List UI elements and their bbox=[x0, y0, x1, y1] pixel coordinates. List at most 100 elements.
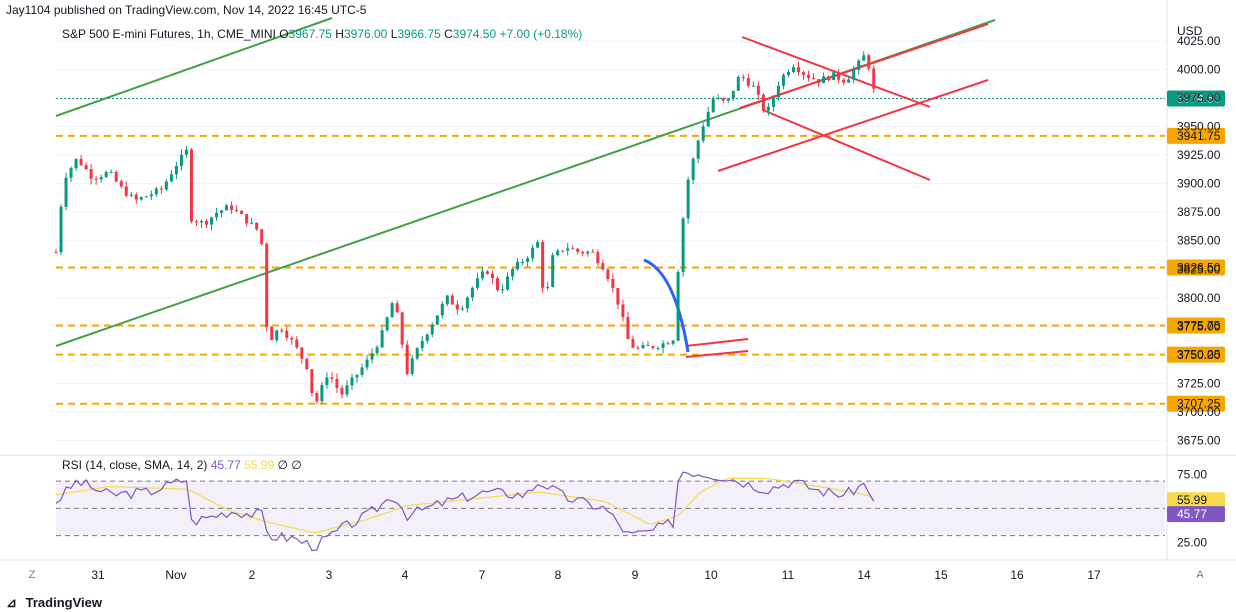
candle-body bbox=[455, 304, 459, 310]
candle-body bbox=[285, 330, 289, 338]
time-tick-label: 2 bbox=[249, 568, 256, 582]
level-label: 3826.50 bbox=[1177, 261, 1221, 275]
price-tick-label: 4025.00 bbox=[1177, 34, 1221, 48]
candle-body bbox=[716, 98, 720, 100]
candle-body bbox=[54, 252, 58, 254]
red-wedge-lower bbox=[717, 79, 989, 172]
legend-high: 3976.00 bbox=[343, 27, 388, 41]
green-channel-upper bbox=[55, 17, 333, 117]
candle-body bbox=[807, 74, 811, 79]
price-tick-label: 3750.00 bbox=[1177, 348, 1221, 362]
candle-body bbox=[430, 324, 434, 335]
candle-body bbox=[576, 248, 580, 252]
candle-body bbox=[265, 243, 269, 328]
legend-l-label: L bbox=[390, 27, 398, 41]
time-tick-label: 15 bbox=[934, 568, 948, 582]
price-tick-label: 3850.00 bbox=[1177, 234, 1221, 248]
candle-body bbox=[410, 358, 414, 374]
candle-body bbox=[827, 76, 831, 81]
candle-body bbox=[551, 255, 555, 287]
candle-body bbox=[656, 347, 660, 349]
candle-body bbox=[159, 188, 163, 190]
legend-c-label: C bbox=[444, 27, 453, 41]
candle-body bbox=[315, 393, 319, 402]
time-tick-label: Nov bbox=[165, 568, 186, 582]
candle-body bbox=[526, 258, 530, 262]
price-tick-label: 3825.00 bbox=[1177, 262, 1221, 276]
tradingview-logo-icon: ⊿ bbox=[6, 595, 17, 610]
rsi-badge bbox=[1167, 506, 1225, 523]
candle-body bbox=[320, 385, 324, 402]
time-tick-label: 7 bbox=[479, 568, 486, 582]
candle-body bbox=[480, 271, 484, 279]
rsi-sma-badge-label: 55.99 bbox=[1177, 493, 1207, 507]
price-tick-label: 3800.00 bbox=[1177, 291, 1221, 305]
timezone-button[interactable]: Z bbox=[28, 569, 36, 581]
candle-body bbox=[837, 72, 841, 80]
rsi-badge-label: 45.77 bbox=[1177, 507, 1207, 521]
candle-body bbox=[516, 261, 520, 270]
candle-body bbox=[646, 345, 650, 347]
candle-body bbox=[139, 197, 143, 200]
candle-body bbox=[154, 188, 158, 195]
rsi-extra: ∅ ∅ bbox=[277, 458, 302, 472]
legend-change: +7.00 (+0.18%) bbox=[499, 27, 583, 41]
price-tick-label: 3775.00 bbox=[1177, 319, 1221, 333]
candle-body bbox=[129, 194, 133, 196]
candle-body bbox=[205, 220, 209, 225]
candle-body bbox=[591, 251, 595, 253]
candle-body bbox=[184, 149, 188, 155]
candle-body bbox=[210, 217, 214, 225]
candle-body bbox=[791, 67, 795, 72]
candle-body bbox=[310, 369, 314, 394]
candle-body bbox=[686, 179, 690, 219]
candle-body bbox=[220, 210, 224, 213]
candle-body bbox=[711, 98, 715, 112]
rsi-line bbox=[55, 471, 875, 552]
candle-body bbox=[601, 263, 605, 270]
candles bbox=[54, 51, 876, 405]
candle-body bbox=[832, 72, 836, 81]
candle-body bbox=[99, 177, 103, 180]
candle-body bbox=[245, 214, 249, 224]
current-price-badge bbox=[1167, 90, 1225, 107]
candle-body bbox=[375, 347, 379, 354]
candle-body bbox=[651, 346, 655, 348]
candle-body bbox=[149, 194, 153, 197]
candle-body bbox=[495, 278, 499, 290]
candle-body bbox=[852, 69, 856, 80]
candle-body bbox=[114, 171, 118, 182]
candle-body bbox=[731, 90, 735, 99]
candle-body bbox=[636, 347, 640, 349]
candle-body bbox=[867, 55, 871, 69]
level-label: 3707.25 bbox=[1177, 397, 1221, 411]
level-label: 3941.75 bbox=[1177, 129, 1221, 143]
candle-body bbox=[425, 334, 429, 341]
blue-arc bbox=[643, 258, 690, 353]
candle-body bbox=[295, 339, 299, 348]
price-tick-label: 3925.00 bbox=[1177, 148, 1221, 162]
currency-label: USD bbox=[1177, 24, 1203, 38]
legend-o-label: O bbox=[279, 27, 289, 41]
candle-body bbox=[706, 111, 710, 127]
price-tick-label: 3875.00 bbox=[1177, 205, 1221, 219]
candle-body bbox=[59, 206, 63, 253]
auto-scale-button[interactable]: A bbox=[1196, 569, 1204, 581]
candle-body bbox=[691, 158, 695, 180]
candle-body bbox=[797, 67, 801, 73]
candle-body bbox=[511, 269, 515, 277]
time-tick-label: 17 bbox=[1087, 568, 1101, 582]
current-price-label: 3974.50 bbox=[1177, 92, 1221, 106]
candle-body bbox=[355, 374, 359, 378]
candle-body bbox=[435, 315, 439, 325]
candle-body bbox=[199, 220, 203, 223]
candle-body bbox=[230, 205, 234, 210]
candle-body bbox=[280, 330, 284, 332]
candle-body bbox=[194, 221, 198, 223]
candle-body bbox=[445, 295, 449, 304]
symbol-legend: S&P 500 E-mini Futures, 1h, CME_MINI O39… bbox=[62, 27, 582, 41]
candle-body bbox=[325, 377, 329, 386]
candle-body bbox=[144, 196, 148, 198]
candle-body bbox=[606, 269, 610, 279]
candle-body bbox=[616, 287, 620, 305]
